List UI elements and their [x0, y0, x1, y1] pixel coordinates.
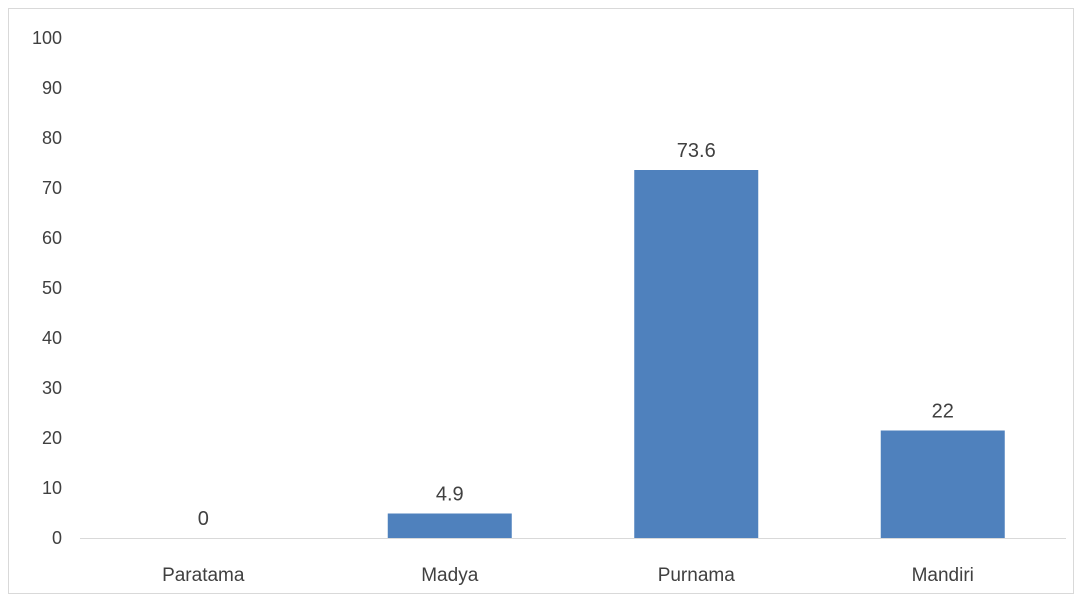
- category-labels-group: Paratama Madya Purnama Mandiri: [162, 565, 974, 586]
- data-labels-group: 0 4.9 73.6 22: [198, 140, 954, 530]
- y-tick-label: 0: [52, 528, 62, 548]
- category-label-madya: Madya: [421, 565, 478, 586]
- category-label-purnama: Purnama: [658, 565, 736, 586]
- bars-group: [387, 170, 1005, 538]
- y-tick-label: 90: [42, 78, 62, 98]
- data-label-madya: 4.9: [436, 484, 464, 506]
- bar-madya: [387, 513, 512, 538]
- bar-purnama: [634, 170, 759, 538]
- y-tick-label: 50: [42, 278, 62, 298]
- y-tick-label: 80: [42, 128, 62, 148]
- data-label-mandiri: 22: [932, 401, 954, 423]
- y-tick-label: 70: [42, 178, 62, 198]
- y-axis-ticks: 0 10 20 30 40 50 60 70 80 90 100: [32, 28, 62, 548]
- y-tick-label: 100: [32, 28, 62, 48]
- y-tick-label: 60: [42, 228, 62, 248]
- data-label-paratama: 0: [198, 508, 209, 530]
- y-tick-label: 20: [42, 428, 62, 448]
- y-tick-label: 30: [42, 378, 62, 398]
- y-tick-label: 10: [42, 478, 62, 498]
- data-label-purnama: 73.6: [677, 140, 716, 162]
- y-tick-label: 40: [42, 328, 62, 348]
- bar-mandiri: [880, 430, 1005, 538]
- category-label-mandiri: Mandiri: [912, 565, 974, 586]
- category-label-paratama: Paratama: [162, 565, 245, 586]
